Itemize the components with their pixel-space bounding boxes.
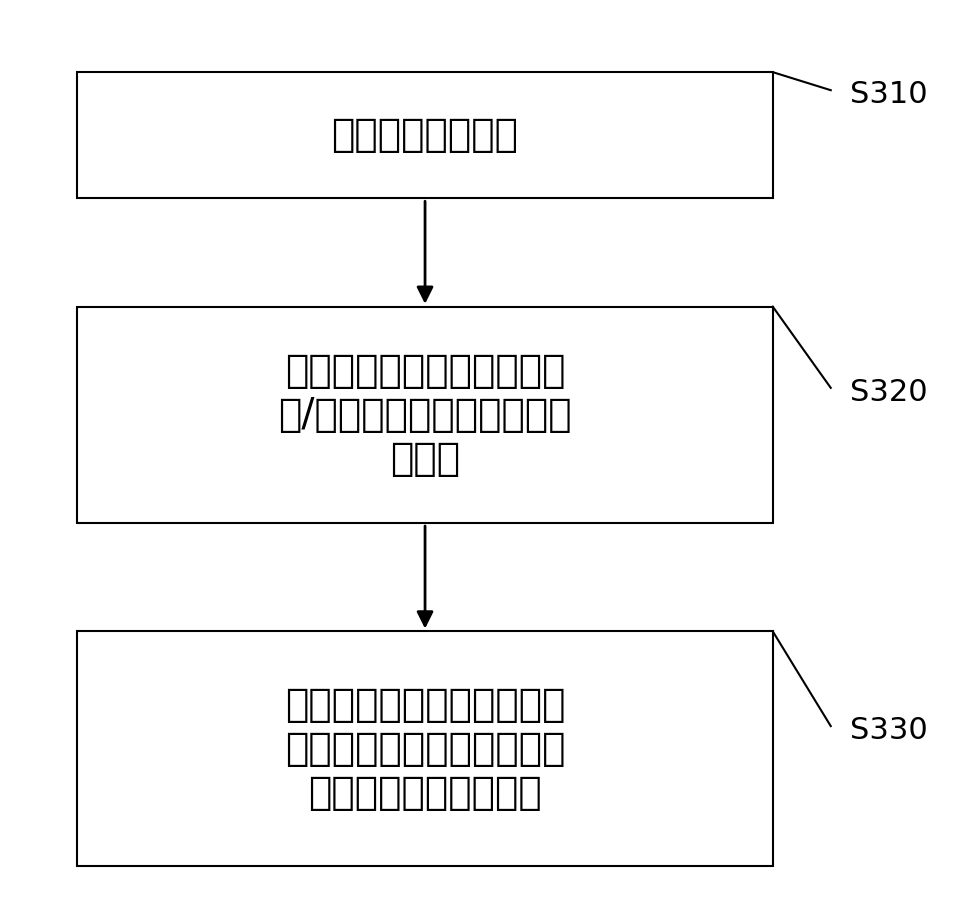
Text: 获取传感器的数据: 获取传感器的数据 bbox=[331, 116, 519, 154]
Text: S320: S320 bbox=[850, 378, 927, 407]
FancyBboxPatch shape bbox=[77, 72, 773, 198]
FancyBboxPatch shape bbox=[77, 307, 773, 523]
Text: 根据传感器的数据和分析得
到的活性状态控制一个或多
个环节的污水处理参数: 根据传感器的数据和分析得 到的活性状态控制一个或多 个环节的污水处理参数 bbox=[285, 686, 565, 812]
Text: 分析得到第一类生物酶制品
和/或第二类生物酶制品的活
性状态: 分析得到第一类生物酶制品 和/或第二类生物酶制品的活 性状态 bbox=[278, 352, 572, 478]
Text: S310: S310 bbox=[850, 80, 927, 109]
Text: S330: S330 bbox=[850, 716, 927, 745]
FancyBboxPatch shape bbox=[77, 631, 773, 866]
